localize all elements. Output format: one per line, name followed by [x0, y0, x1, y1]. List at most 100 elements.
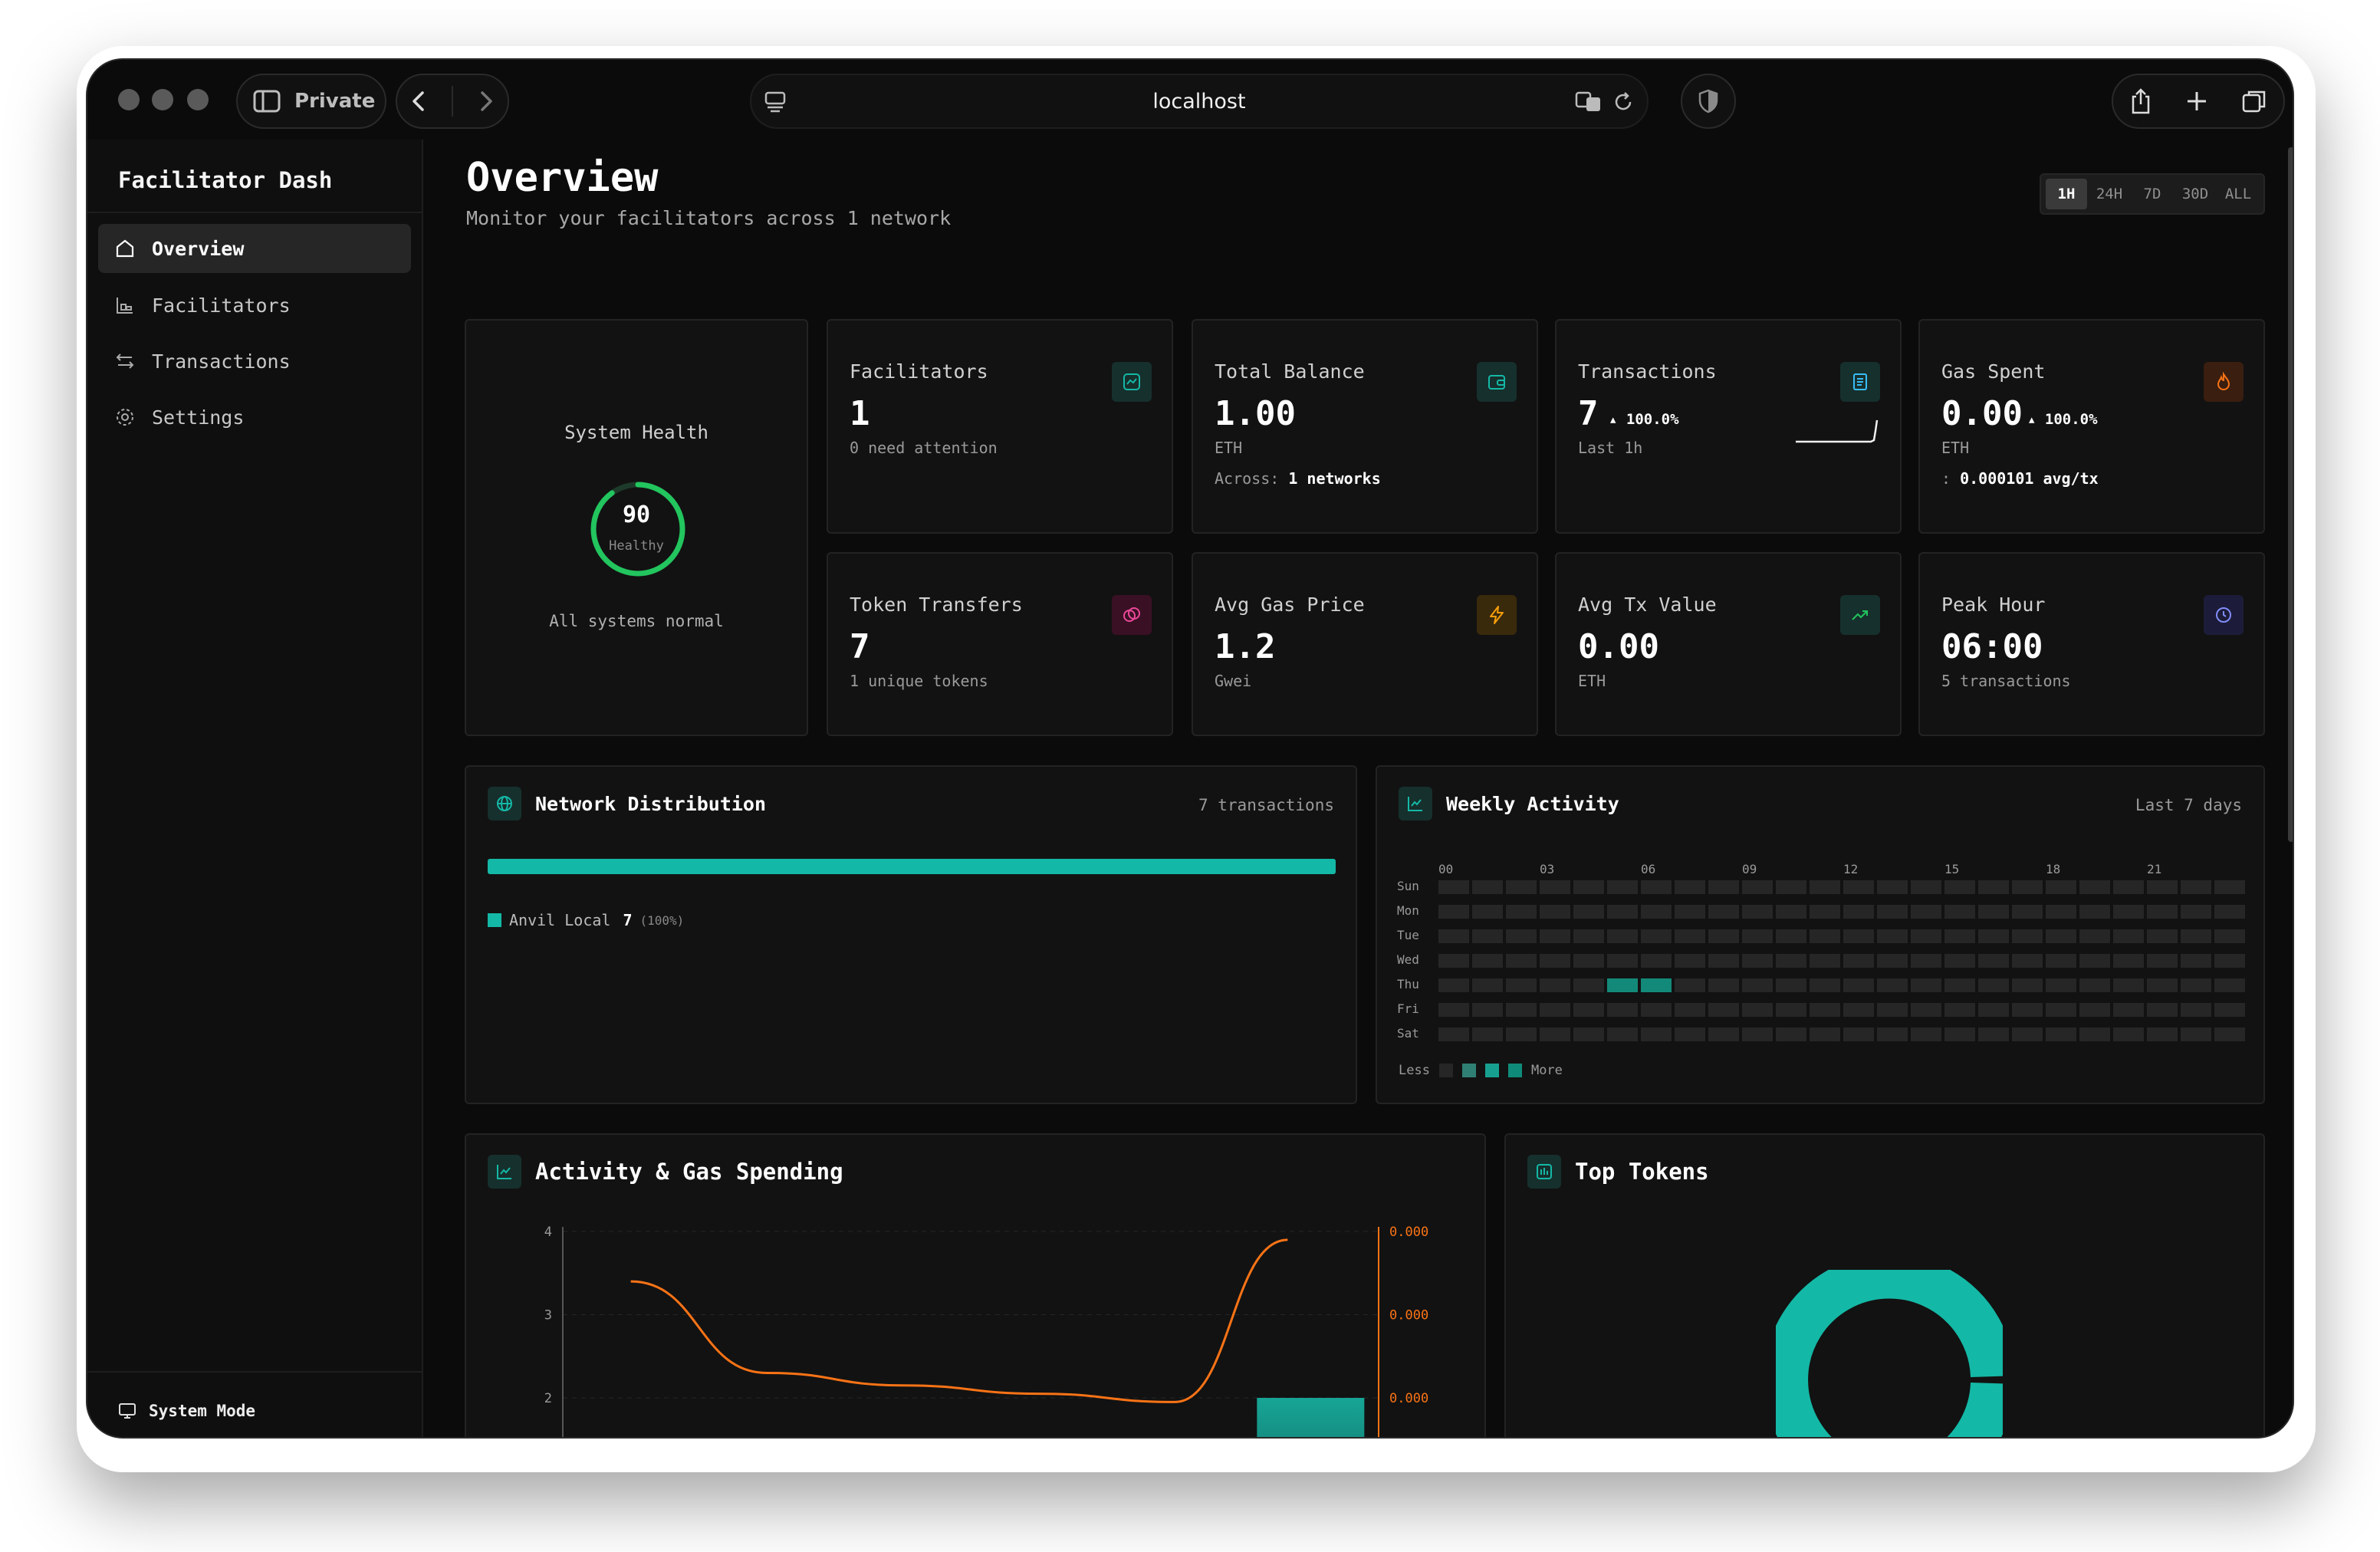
heatmap-cell[interactable]: [1506, 1028, 1537, 1041]
heatmap-cell[interactable]: [2181, 905, 2211, 919]
heatmap-cell[interactable]: [1540, 905, 1570, 919]
heatmap-cell[interactable]: [1573, 929, 1604, 943]
heatmap-cell[interactable]: [1877, 1028, 1908, 1041]
heatmap-cell[interactable]: [2214, 1003, 2245, 1017]
heatmap-cell[interactable]: [1641, 954, 1672, 968]
heatmap-cell[interactable]: [1911, 1028, 1941, 1041]
heatmap-cell[interactable]: [1607, 1028, 1638, 1041]
heatmap-cell[interactable]: [2113, 978, 2144, 992]
heatmap-cell[interactable]: [2147, 1028, 2178, 1041]
heatmap-cell[interactable]: [1843, 1003, 1874, 1017]
heatmap-cell[interactable]: [2079, 929, 2110, 943]
heatmap-cell[interactable]: [2113, 905, 2144, 919]
heatmap-cell[interactable]: [1776, 929, 1806, 943]
heatmap-cell[interactable]: [1843, 978, 1874, 992]
heatmap-cell[interactable]: [1641, 978, 1672, 992]
heatmap-cell[interactable]: [1472, 1003, 1503, 1017]
share-icon[interactable]: [2129, 87, 2152, 115]
heatmap-cell[interactable]: [1843, 929, 1874, 943]
heatmap-cell[interactable]: [2046, 880, 2076, 894]
heatmap-cell[interactable]: [1742, 1003, 1773, 1017]
page-menu-icon[interactable]: [764, 90, 787, 113]
heatmap-cell[interactable]: [1472, 978, 1503, 992]
heatmap-cell[interactable]: [2181, 880, 2211, 894]
heatmap-cell[interactable]: [2113, 954, 2144, 968]
heatmap-cell[interactable]: [1540, 954, 1570, 968]
heatmap-cell[interactable]: [1776, 1003, 1806, 1017]
heatmap-cell[interactable]: [1843, 954, 1874, 968]
heatmap-cell[interactable]: [1810, 1003, 1840, 1017]
heatmap-cell[interactable]: [1776, 978, 1806, 992]
heatmap-cell[interactable]: [1742, 929, 1773, 943]
heatmap-cell[interactable]: [1810, 905, 1840, 919]
heatmap-cell[interactable]: [2147, 1003, 2178, 1017]
heatmap-cell[interactable]: [1708, 880, 1739, 894]
heatmap-cell[interactable]: [1573, 1003, 1604, 1017]
heatmap-cell[interactable]: [1742, 880, 1773, 894]
sidebar-item-overview[interactable]: Overview: [98, 224, 411, 273]
heatmap-cell[interactable]: [1810, 1028, 1840, 1041]
heatmap-cell[interactable]: [1877, 978, 1908, 992]
heatmap-cell[interactable]: [2113, 1003, 2144, 1017]
timeframe-24h[interactable]: 24H: [2096, 186, 2123, 202]
heatmap-cell[interactable]: [1506, 905, 1537, 919]
heatmap-cell[interactable]: [1944, 929, 1975, 943]
heatmap-cell[interactable]: [1877, 929, 1908, 943]
heatmap-cell[interactable]: [1944, 954, 1975, 968]
heatmap-cell[interactable]: [1607, 905, 1638, 919]
heatmap-cell[interactable]: [1708, 905, 1739, 919]
timeframe-7d[interactable]: 7D: [2143, 186, 2161, 202]
heatmap-cell[interactable]: [2046, 954, 2076, 968]
heatmap-cell[interactable]: [1877, 954, 1908, 968]
heatmap-cell[interactable]: [2046, 905, 2076, 919]
heatmap-cell[interactable]: [2079, 905, 2110, 919]
heatmap-cell[interactable]: [1742, 978, 1773, 992]
heatmap-cell[interactable]: [1776, 880, 1806, 894]
heatmap-cell[interactable]: [1641, 1028, 1672, 1041]
heatmap-cell[interactable]: [1810, 954, 1840, 968]
heatmap-cell[interactable]: [1472, 1028, 1503, 1041]
sidebar-item-settings[interactable]: Settings: [98, 393, 411, 442]
heatmap-cell[interactable]: [2113, 880, 2144, 894]
heatmap-cell[interactable]: [1472, 954, 1503, 968]
reload-icon[interactable]: [1612, 90, 1635, 113]
heatmap-cell[interactable]: [2113, 1028, 2144, 1041]
shield-button[interactable]: [1681, 74, 1736, 129]
close-window-button[interactable]: [118, 89, 140, 110]
minimize-window-button[interactable]: [152, 89, 173, 110]
heatmap-cell[interactable]: [1911, 954, 1941, 968]
heatmap-cell[interactable]: [1573, 954, 1604, 968]
heatmap-cell[interactable]: [2012, 905, 2043, 919]
heatmap-cell[interactable]: [1675, 1028, 1705, 1041]
forward-arrow-icon[interactable]: [477, 90, 495, 113]
heatmap-cell[interactable]: [1506, 1003, 1537, 1017]
heatmap-cell[interactable]: [2046, 1003, 2076, 1017]
heatmap-cell[interactable]: [2147, 905, 2178, 919]
heatmap-cell[interactable]: [1978, 978, 2009, 992]
heatmap-cell[interactable]: [1708, 929, 1739, 943]
back-arrow-icon[interactable]: [409, 90, 428, 113]
heatmap-cell[interactable]: [1944, 1028, 1975, 1041]
heatmap-cell[interactable]: [1573, 905, 1604, 919]
heatmap-cell[interactable]: [2012, 978, 2043, 992]
heatmap-cell[interactable]: [1742, 905, 1773, 919]
heatmap-cell[interactable]: [1641, 905, 1672, 919]
heatmap-cell[interactable]: [1810, 978, 1840, 992]
heatmap-cell[interactable]: [1675, 954, 1705, 968]
heatmap-cell[interactable]: [1978, 1028, 2009, 1041]
heatmap-cell[interactable]: [2147, 929, 2178, 943]
heatmap-cell[interactable]: [1708, 1003, 1739, 1017]
heatmap-cell[interactable]: [1540, 929, 1570, 943]
heatmap-cell[interactable]: [1506, 880, 1537, 894]
heatmap-cell[interactable]: [2214, 978, 2245, 992]
new-tab-icon[interactable]: [2185, 90, 2208, 113]
heatmap-cell[interactable]: [1978, 905, 2009, 919]
heatmap-cell[interactable]: [1641, 1003, 1672, 1017]
heatmap-cell[interactable]: [1675, 978, 1705, 992]
heatmap-cell[interactable]: [1978, 954, 2009, 968]
heatmap-cell[interactable]: [1843, 880, 1874, 894]
heatmap-cell[interactable]: [1675, 929, 1705, 943]
heatmap-cell[interactable]: [2147, 978, 2178, 992]
timeframe-30d[interactable]: 30D: [2181, 186, 2209, 202]
heatmap-cell[interactable]: [2214, 929, 2245, 943]
